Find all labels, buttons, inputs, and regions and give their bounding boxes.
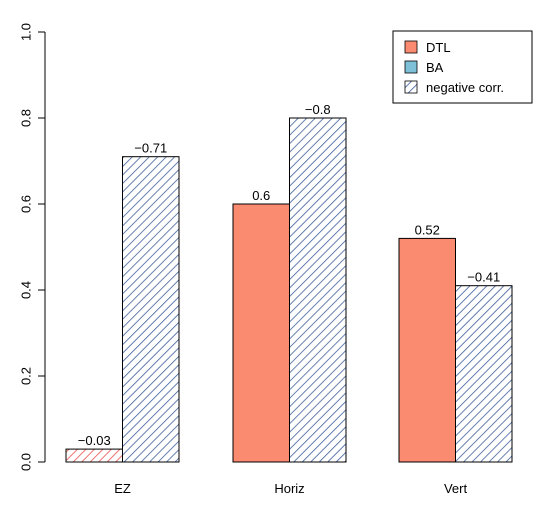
bars [65,117,513,463]
x-category-label: Vert [444,481,468,496]
legend-label-ba: BA [426,60,444,75]
bar-ez-dtl [65,448,123,463]
y-tick-label: 0.0 [19,453,34,471]
legend-label-dtl: DTL [426,40,451,55]
legend-swatch-dtl [404,40,418,54]
bar-vert-ba [455,285,513,463]
x-category-label: Horiz [274,481,304,496]
y-tick-label: 0.2 [19,367,34,385]
bar-ez-ba [122,156,180,463]
data-label: −0.41 [467,270,500,285]
bar-horiz-dtl [232,203,290,463]
data-labels: −0.03 −0.71 0.6 −0.8 0.52 −0.41 [78,102,500,448]
bar-horiz-ba [289,117,347,463]
x-category-label: EZ [114,481,131,496]
bar-vert-dtl [398,237,456,463]
y-axis: 0.0 0.2 0.4 0.6 0.8 1.0 [19,23,46,471]
y-tick-label: 1.0 [19,23,34,41]
data-label: −0.71 [134,141,167,156]
legend-swatch-ba [404,60,418,74]
x-axis-labels: EZ Horiz Vert [114,481,467,496]
data-label: −0.03 [78,433,111,448]
legend: DTL BA negative corr. [392,30,533,104]
legend-swatch-negative-corr [404,80,418,94]
data-label: −0.8 [305,102,331,117]
data-label: 0.6 [252,188,270,203]
y-tick-label: 0.4 [19,281,34,299]
y-tick-label: 0.8 [19,109,34,127]
y-tick-label: 0.6 [19,195,34,213]
data-label: 0.52 [415,222,440,237]
legend-label-negative-corr: negative corr. [426,80,504,95]
